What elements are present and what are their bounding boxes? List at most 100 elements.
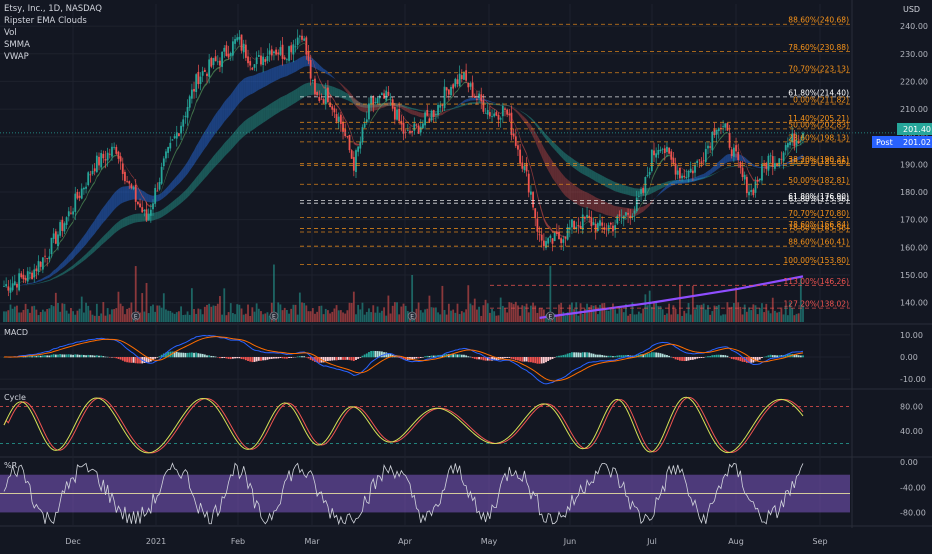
volume-bar <box>85 303 87 322</box>
post-market-label: Post <box>876 138 893 147</box>
macd-histogram-bar <box>340 357 342 360</box>
volume-bar <box>370 312 372 322</box>
macd-histogram-bar <box>532 357 534 363</box>
indicator-vwap[interactable]: VWAP <box>4 52 29 62</box>
macd-histogram-bar <box>226 357 228 358</box>
candle-body <box>387 92 389 96</box>
macd-histogram-bar <box>232 357 234 359</box>
macd-histogram-bar <box>733 357 735 359</box>
volume-bar <box>217 304 219 322</box>
candle-body <box>14 281 16 285</box>
fib-level-label: 88.60%(240.68) <box>788 16 849 25</box>
candle-body <box>187 107 189 118</box>
macd-histogram-bar <box>277 357 279 358</box>
volume-bar <box>115 308 117 322</box>
candle-body <box>305 37 307 54</box>
macd-histogram-bar <box>578 352 580 357</box>
cycle-tick-label: 80.00 <box>900 402 923 411</box>
candle-body <box>664 148 666 153</box>
long-ema-cloud <box>252 114 254 130</box>
mid-ema-cloud <box>609 203 611 216</box>
indicator-ripster[interactable]: Ripster EMA Clouds <box>4 16 87 26</box>
volume-bar <box>470 304 472 322</box>
symbol-title: Etsy, Inc., 1D, NASDAQ <box>4 4 102 14</box>
candle-body <box>694 166 696 173</box>
candle-body <box>431 111 433 121</box>
volume-bar <box>504 308 506 322</box>
candle-body <box>79 196 81 198</box>
macd-histogram-bar <box>452 354 454 357</box>
macd-histogram-bar <box>692 357 694 360</box>
macd-histogram-bar <box>122 357 124 361</box>
volume-bar <box>698 305 700 322</box>
volume-bar <box>241 309 243 322</box>
candle-body <box>316 92 318 95</box>
candle-body <box>195 74 197 92</box>
candle-body <box>655 153 657 157</box>
volume-bar <box>329 313 331 322</box>
volume-bar <box>768 311 770 322</box>
candle-body <box>688 171 690 177</box>
candle-body <box>150 210 152 216</box>
candle-body <box>282 45 284 59</box>
macd-histogram-bar <box>720 355 722 357</box>
macd-histogram-bar <box>478 357 480 359</box>
macd-histogram-bar <box>703 357 705 358</box>
volume-bar <box>701 305 703 322</box>
price-tick-label: 190.00 <box>900 160 928 169</box>
candle-body <box>40 262 42 267</box>
candle-body <box>513 133 515 136</box>
macd-histogram-bar <box>770 355 772 358</box>
volume-bar <box>262 314 264 322</box>
volume-bar <box>474 299 476 322</box>
volume-bar <box>64 304 66 322</box>
volume-bar <box>141 293 143 322</box>
volume-bar <box>461 311 463 322</box>
volume-bar <box>560 303 562 322</box>
mid-ema-cloud <box>572 183 574 202</box>
volume-bar <box>463 312 465 322</box>
volume-bar <box>321 306 323 322</box>
volume-bar <box>53 306 55 322</box>
long-ema-cloud <box>254 113 256 129</box>
macd-histogram-bar <box>729 357 731 358</box>
long-ema-cloud <box>248 117 250 133</box>
volume-bar <box>247 305 249 322</box>
price-tick-label: 170.00 <box>900 216 928 225</box>
long-ema-cloud <box>596 172 598 182</box>
volume-bar <box>772 298 774 322</box>
candle-body <box>301 36 303 40</box>
candle-body <box>582 215 584 230</box>
volume-bar <box>210 307 212 322</box>
candle-body <box>100 153 102 167</box>
mid-ema-cloud <box>263 71 265 87</box>
candle-body <box>683 176 685 177</box>
macd-histogram-bar <box>87 355 89 357</box>
macd-histogram-bar <box>474 357 476 359</box>
volume-bar <box>657 306 659 322</box>
candle-body <box>342 122 344 132</box>
macd-histogram-bar <box>539 357 541 364</box>
long-ema-cloud <box>138 213 140 222</box>
candle-body <box>632 216 634 217</box>
volume-bar <box>107 308 109 322</box>
volume-bar <box>14 307 16 322</box>
long-ema-cloud <box>652 186 654 193</box>
candle-body <box>448 89 450 94</box>
macd-histogram-bar <box>696 357 698 359</box>
indicator-vol[interactable]: Vol <box>4 28 17 38</box>
macd-histogram-bar <box>718 355 720 358</box>
volume-bar <box>292 305 294 322</box>
long-ema-cloud <box>334 87 336 97</box>
mid-ema-cloud <box>568 180 570 200</box>
macd-histogram-bar <box>51 355 53 358</box>
indicator-smma[interactable]: SMMA <box>4 40 30 50</box>
macd-histogram-bar <box>243 357 245 359</box>
candle-body <box>113 147 115 148</box>
volume-bar <box>515 302 517 322</box>
earnings-marker-label: E <box>134 314 138 321</box>
candle-body <box>560 238 562 243</box>
volume-bar <box>439 314 441 322</box>
